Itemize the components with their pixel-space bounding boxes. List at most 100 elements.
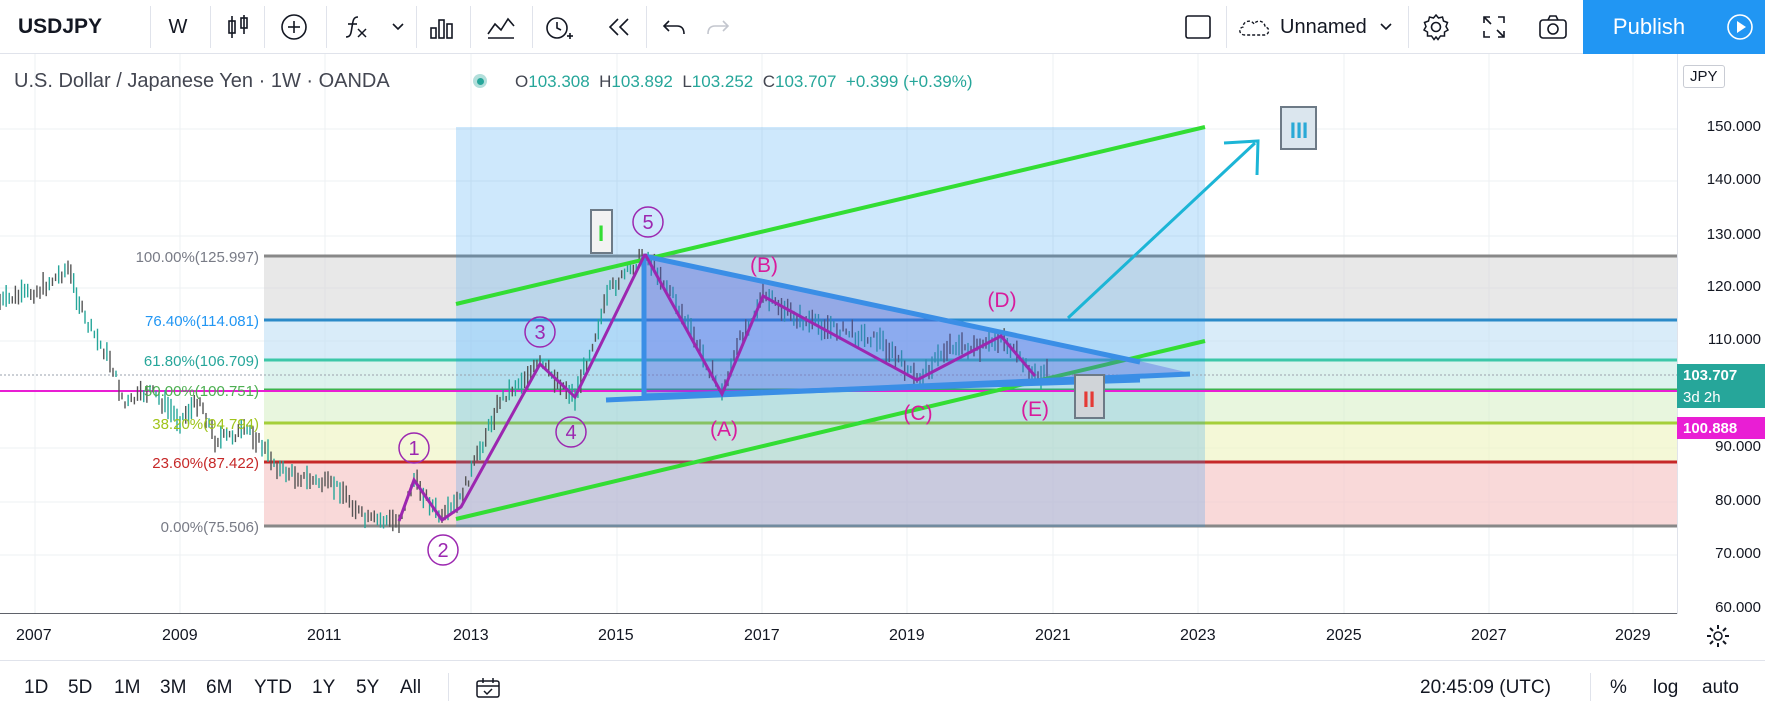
range-5y[interactable]: 5Y <box>356 676 380 698</box>
triangle-lines <box>605 253 1191 403</box>
divider <box>416 6 417 48</box>
time-axis[interactable]: 2007 2009 2011 2013 2015 2017 2019 2021 … <box>0 614 1677 660</box>
alert-icon[interactable] <box>540 0 578 54</box>
percent-toggle[interactable]: % <box>1610 676 1627 698</box>
fib-label-764: 76.40%(114.081) <box>145 313 259 330</box>
range-1y[interactable]: 1Y <box>312 676 336 698</box>
ohlc-values: O103.308 H103.892 L103.252 C103.707 +0.3… <box>515 72 973 92</box>
range-1d[interactable]: 1D <box>24 676 49 698</box>
price-label: 60.000 <box>1715 599 1761 616</box>
divider <box>1226 6 1227 48</box>
range-3m[interactable]: 3M <box>160 676 187 698</box>
high-label: H <box>599 72 612 91</box>
camera-icon[interactable] <box>1534 0 1572 54</box>
redo-icon[interactable] <box>700 0 736 54</box>
wave-label-b: (B) <box>750 254 778 277</box>
corrective-wave-line <box>643 253 1037 398</box>
plus-circle-icon[interactable] <box>276 0 312 54</box>
gear-icon[interactable] <box>1418 0 1454 54</box>
undo-icon[interactable] <box>656 0 692 54</box>
currency-badge[interactable]: JPY <box>1683 65 1725 88</box>
range-ytd[interactable]: YTD <box>254 676 292 698</box>
publish-button[interactable]: Publish <box>1583 0 1715 54</box>
wave-label-a: (A) <box>710 418 738 441</box>
divider <box>150 6 151 48</box>
degree-box-3: III <box>1280 106 1317 150</box>
range-all[interactable]: All <box>400 676 422 698</box>
market-status-icon[interactable] <box>473 74 487 88</box>
wave-label-3: 3 <box>534 322 545 344</box>
fib-label-0: 0.00%(75.506) <box>161 519 259 536</box>
price-axis[interactable]: JPY 150.000 140.000 130.000 120.000 110.… <box>1677 54 1765 616</box>
price-label: 150.000 <box>1706 118 1761 135</box>
close-value: 103.707 <box>774 72 837 91</box>
range-6m[interactable]: 6M <box>206 676 233 698</box>
low-value: 103.252 <box>691 72 754 91</box>
time-label: 2021 <box>1035 627 1071 644</box>
date-range-icon[interactable] <box>474 661 502 714</box>
time-label: 2029 <box>1615 627 1651 644</box>
divider <box>470 6 471 48</box>
impulse-wave-line <box>397 253 647 523</box>
high-value: 103.892 <box>611 72 673 91</box>
bottom-toolbar: 1D 5D 1M 3M 6M YTD 1Y 5Y All 20:45:09 (U… <box>0 660 1765 713</box>
axis-settings-gear-icon[interactable] <box>1705 623 1731 654</box>
compare-icon[interactable] <box>482 0 520 54</box>
countdown-tag: 3d 2h <box>1677 386 1765 408</box>
clock[interactable]: 20:45:09 (UTC) <box>1420 676 1551 698</box>
divider <box>326 6 327 48</box>
wave-label-d: (D) <box>987 289 1016 312</box>
replay-icon[interactable] <box>600 0 636 54</box>
degree-label-1: I <box>598 221 604 246</box>
divider <box>264 6 265 48</box>
degree-box-2: II <box>1074 374 1105 419</box>
price-label: 140.000 <box>1706 171 1761 188</box>
candles-icon[interactable] <box>220 0 256 54</box>
price-label: 90.000 <box>1715 438 1761 455</box>
time-label: 2011 <box>307 627 342 644</box>
auto-toggle[interactable]: auto <box>1702 676 1739 698</box>
degree-box-1: I <box>590 209 613 254</box>
last-price-tag: 103.707 <box>1677 364 1765 386</box>
wave-label-5: 5 <box>642 212 653 234</box>
fx-icon[interactable] <box>338 0 374 54</box>
fib-label-100: 100.00%(125.997) <box>136 249 259 266</box>
time-label: 2007 <box>16 627 52 644</box>
fib-label-382: 38.20%(94.794) <box>152 416 259 433</box>
divider <box>646 6 647 48</box>
price-label: 130.000 <box>1706 226 1761 243</box>
fullscreen-icon[interactable] <box>1476 0 1512 54</box>
time-label: 2017 <box>744 627 780 644</box>
fib-label-500: 50.00%(100.751) <box>144 383 259 400</box>
time-label: 2013 <box>453 627 489 644</box>
price-label: 120.000 <box>1706 278 1761 295</box>
wave-circles <box>398 206 664 566</box>
symbol-search[interactable]: USDJPY <box>18 15 103 38</box>
time-label: 2019 <box>889 627 925 644</box>
range-5d[interactable]: 5D <box>68 676 93 698</box>
chart-title[interactable]: U.S. Dollar / Japanese Yen · 1W · OANDA <box>14 70 390 92</box>
layout-menu[interactable]: Unnamed <box>1236 0 1396 54</box>
trend-channel <box>455 125 1206 521</box>
cloud-icon <box>1236 16 1272 38</box>
fib-label-236: 23.60%(87.422) <box>152 455 259 472</box>
chart-canvas[interactable]: 1 2 3 4 5 (A) (B) (C) (D) (E) I II III 1… <box>0 54 1677 614</box>
square-icon[interactable] <box>1180 0 1216 54</box>
play-icon[interactable] <box>1715 0 1765 54</box>
log-toggle[interactable]: log <box>1653 676 1679 698</box>
top-toolbar: USDJPY W Unnamed <box>0 0 1765 54</box>
degree-label-3: III <box>1290 118 1308 143</box>
range-1m[interactable]: 1M <box>114 676 141 698</box>
wave-label-2: 2 <box>437 540 448 562</box>
wave-label-c: (C) <box>903 402 932 425</box>
interval-button[interactable]: W <box>168 15 188 38</box>
low-label: L <box>682 72 692 91</box>
wave-label-1: 1 <box>408 438 419 460</box>
bars-icon[interactable] <box>424 0 460 54</box>
projection-arrow <box>1066 139 1260 320</box>
time-label: 2023 <box>1180 627 1216 644</box>
chevron-down-icon[interactable] <box>388 0 408 54</box>
time-label: 2015 <box>598 627 634 644</box>
price-label: 80.000 <box>1715 492 1761 509</box>
layout-name: Unnamed <box>1280 15 1367 38</box>
